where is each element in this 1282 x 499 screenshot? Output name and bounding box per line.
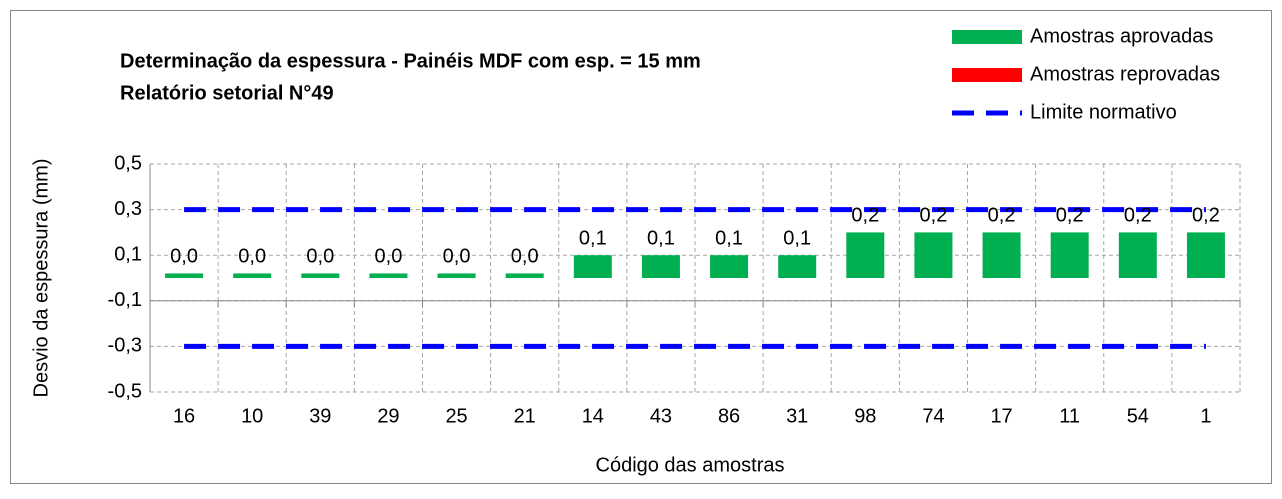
y-axis-title: Desvio da espessura (mm) — [30, 159, 52, 398]
data-label: 0,0 — [170, 246, 198, 268]
bar — [1118, 232, 1157, 278]
bar — [301, 273, 340, 278]
chart-subtitle: Relatório setorial N°49 — [120, 82, 334, 104]
x-tick-label: 74 — [922, 405, 944, 427]
x-tick-label: 17 — [990, 405, 1012, 427]
legend-swatch — [952, 68, 1022, 82]
y-tick-label: 0,1 — [114, 243, 142, 265]
data-label: 0,0 — [375, 246, 403, 268]
x-tick-label: 25 — [445, 405, 467, 427]
bar — [778, 255, 817, 278]
bar — [165, 273, 204, 278]
data-label: 0,0 — [238, 246, 266, 268]
legend-label: Amostras reprovadas — [1030, 63, 1220, 85]
bar — [914, 232, 953, 278]
bar — [233, 273, 272, 278]
data-label: 0,1 — [783, 227, 811, 249]
data-label: 0,2 — [851, 205, 879, 227]
data-label: 0,1 — [647, 227, 675, 249]
y-tick-label: -0,3 — [108, 335, 142, 357]
legend-swatch — [952, 30, 1022, 44]
bar — [369, 273, 408, 278]
data-label: 0,2 — [1056, 205, 1084, 227]
bar — [641, 255, 680, 278]
bar — [982, 232, 1021, 278]
data-label: 0,2 — [988, 205, 1016, 227]
bar — [505, 273, 544, 278]
bar — [710, 255, 749, 278]
chart-title: Determinação da espessura - Painéis MDF … — [120, 50, 701, 72]
data-label: 0,1 — [579, 227, 607, 249]
data-label: 0,0 — [306, 246, 334, 268]
data-label: 0,0 — [511, 246, 539, 268]
y-tick-label: -0,1 — [108, 289, 142, 311]
x-tick-label: 86 — [718, 405, 740, 427]
y-tick-label: 0,5 — [114, 152, 142, 174]
y-tick-label: 0,3 — [114, 198, 142, 220]
data-label: 0,1 — [715, 227, 743, 249]
x-tick-label: 14 — [582, 405, 604, 427]
data-label: 0,0 — [443, 246, 471, 268]
bar — [573, 255, 612, 278]
legend-label: Limite normativo — [1030, 101, 1177, 123]
x-tick-label: 11 — [1059, 405, 1080, 427]
bar — [1186, 232, 1225, 278]
x-tick-label: 21 — [514, 405, 536, 427]
data-label: 0,2 — [1192, 205, 1220, 227]
x-tick-label: 39 — [309, 405, 331, 427]
data-label: 0,2 — [1124, 205, 1152, 227]
x-tick-label: 54 — [1127, 405, 1149, 427]
x-axis-title: Código das amostras — [596, 454, 785, 476]
x-tick-label: 10 — [241, 405, 263, 427]
x-tick-label: 16 — [173, 405, 195, 427]
x-tick-label: 31 — [786, 405, 808, 427]
data-label: 0,2 — [920, 205, 948, 227]
y-tick-label: -0,5 — [108, 380, 142, 402]
x-tick-label: 1 — [1200, 405, 1211, 427]
x-tick-label: 98 — [854, 405, 876, 427]
legend-label: Amostras aprovadas — [1030, 25, 1213, 47]
x-tick-label: 29 — [377, 405, 399, 427]
bar — [1050, 232, 1089, 278]
bar — [437, 273, 476, 278]
x-tick-label: 43 — [650, 405, 672, 427]
bar — [846, 232, 885, 278]
